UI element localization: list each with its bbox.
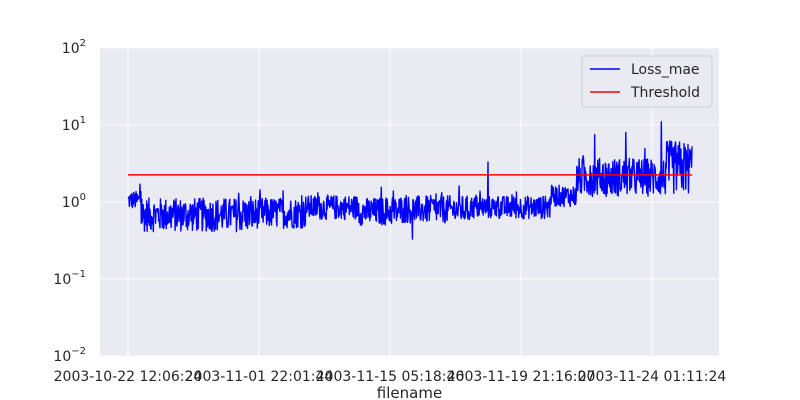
y-tick-label: 101 [62, 115, 86, 134]
y-tick-base: 10 [53, 349, 71, 365]
y-tick-label: 10−2 [53, 346, 86, 365]
x-tick-label: 2003-11-24 01:11:24 [578, 369, 727, 385]
y-tick-base: 10 [62, 41, 80, 57]
series-layer [127, 121, 693, 240]
x-tick-label: 2003-11-01 22:01:44 [185, 369, 334, 385]
x-tick-label: 2003-11-15 05:18:46 [316, 369, 465, 385]
y-tick-exponent: 0 [80, 192, 86, 203]
series-line-loss-mae [127, 121, 693, 240]
x-axis-label: filename [377, 384, 442, 400]
y-tick-label: 10−1 [53, 269, 86, 288]
legend: Loss_mae Threshold [581, 55, 713, 108]
y-tick-exponent: 2 [80, 38, 86, 49]
y-tick-label: 102 [62, 38, 86, 57]
y-tick-exponent: −2 [71, 346, 86, 357]
y-tick-base: 10 [62, 118, 80, 134]
y-tick-exponent: 1 [80, 115, 86, 126]
x-tick-label: 2003-11-19 21:16:07 [447, 369, 596, 385]
x-tick-label: 2003-10-22 12:06:24 [54, 369, 203, 385]
y-tick-exponent: −1 [71, 269, 86, 280]
y-tick-label: 100 [62, 192, 86, 211]
y-tick-base: 10 [62, 195, 80, 211]
legend-label-loss-mae: Loss_mae [631, 62, 700, 78]
y-tick-base: 10 [53, 272, 71, 288]
legend-label-threshold: Threshold [630, 85, 700, 101]
